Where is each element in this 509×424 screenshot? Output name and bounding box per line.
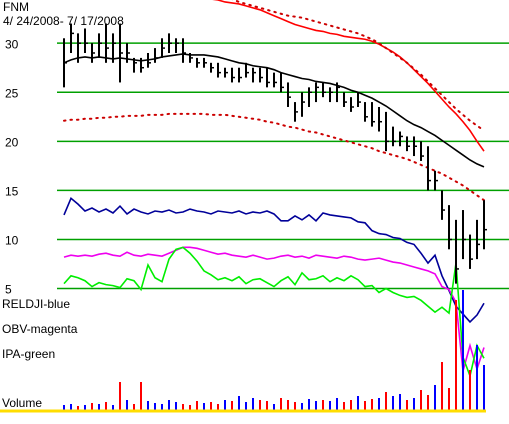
volume-bar [483, 365, 485, 410]
volume-bar [385, 392, 387, 410]
volume-bar [84, 405, 86, 410]
legend-label: IPA-green [2, 347, 55, 361]
volume-bar [427, 395, 429, 410]
volume-bar [420, 390, 422, 410]
volume-bar [413, 398, 415, 410]
volume-bar [203, 403, 205, 410]
y-tick-label: 25 [5, 86, 19, 100]
indicator-line [63, 246, 485, 379]
volume-bar [112, 405, 114, 410]
volume-bar [266, 401, 268, 410]
overlay-line [212, 0, 485, 152]
volume-bar [252, 398, 254, 410]
volume-bar [105, 402, 107, 410]
volume-bar [399, 394, 401, 410]
volume-bar [392, 396, 394, 410]
volume-bar [308, 399, 310, 410]
volume-bar [315, 401, 317, 410]
indicator-line [63, 196, 485, 324]
volume-bar [98, 404, 100, 410]
chart-title: FNM [3, 0, 29, 14]
volume-bar [378, 398, 380, 410]
volume-bar [245, 402, 247, 410]
y-tick-label: 20 [5, 136, 19, 150]
volume-bar [259, 400, 261, 410]
volume-bar [273, 404, 275, 410]
volume-bar [357, 396, 359, 410]
volume-bar [350, 400, 352, 410]
volume-bar [434, 385, 436, 410]
volume-bar [455, 300, 457, 410]
volume-bar [77, 406, 79, 410]
volume-bar [224, 400, 226, 410]
volume-bar [336, 398, 338, 410]
chart-subtitle: 4/ 24/2008- 7/ 17/2008 [3, 14, 124, 28]
y-tick-label: 5 [5, 283, 12, 297]
volume-bar [217, 404, 219, 410]
volume-bar [448, 388, 450, 410]
y-tick-label: 30 [5, 37, 19, 51]
volume-bar [119, 382, 121, 410]
volume-bar [168, 400, 170, 410]
volume-bar [462, 290, 464, 410]
volume-bar [126, 400, 128, 410]
volume-bar [133, 404, 135, 410]
volume-bar [329, 401, 331, 410]
volume-bar [371, 399, 373, 410]
volume-bar [182, 404, 184, 410]
volume-bar [210, 402, 212, 410]
volume-bar [196, 401, 198, 410]
volume-bar [147, 401, 149, 410]
volume-bar [343, 402, 345, 410]
overlay-line [63, 112, 485, 202]
y-tick-label: 10 [5, 234, 19, 248]
volume-bar [70, 404, 72, 410]
volume-bar [231, 401, 233, 410]
volume-bar [238, 396, 240, 410]
volume-bar [406, 400, 408, 410]
volume-bar [175, 402, 177, 410]
volume-bar [140, 382, 142, 410]
overlay-line [231, 0, 485, 132]
volume-bar [63, 405, 65, 410]
volume-bar [287, 400, 289, 410]
volume-bar [91, 403, 93, 410]
volume-bar [301, 403, 303, 410]
legend-label: RELDJI-blue [2, 297, 70, 311]
legend-label: OBV-magenta [2, 322, 78, 336]
volume-bar [364, 401, 366, 410]
volume-bar [154, 403, 156, 410]
volume-bar [476, 345, 478, 410]
y-tick-label: 15 [5, 185, 19, 199]
indicator-line [63, 246, 485, 372]
volume-label: Volume [2, 396, 42, 410]
volume-bar [469, 370, 471, 410]
volume-bar [161, 404, 163, 410]
volume-bar [322, 400, 324, 410]
volume-bar [280, 398, 282, 410]
volume-bar [189, 405, 191, 410]
volume-bar [441, 362, 443, 410]
volume-bar [294, 402, 296, 410]
